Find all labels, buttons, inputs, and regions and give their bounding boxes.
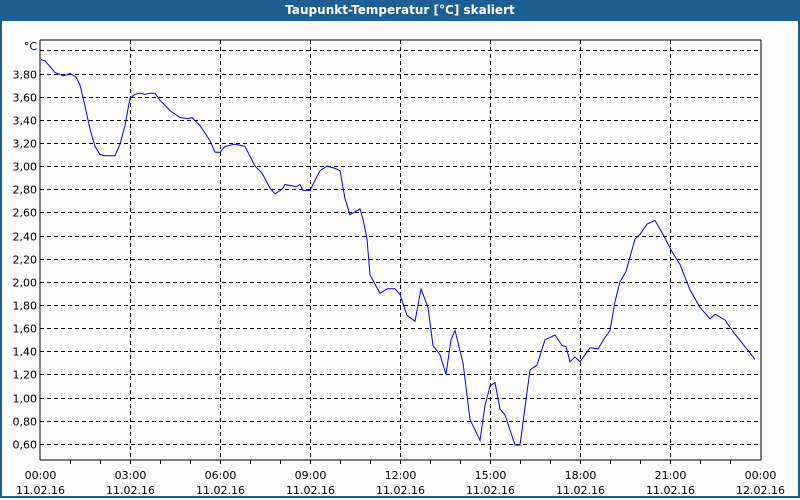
y-tick-label: 3,80 bbox=[13, 69, 38, 82]
y-tick-label: 2,60 bbox=[13, 207, 38, 220]
x-tick-time: 18:00 bbox=[565, 469, 597, 482]
y-tick-label: 2,40 bbox=[13, 231, 38, 244]
y-tick-label: 1,80 bbox=[13, 300, 38, 313]
y-tick-label: 2,20 bbox=[13, 254, 38, 267]
y-tick-label: 1,60 bbox=[13, 323, 38, 336]
y-tick-label: 3,00 bbox=[13, 161, 38, 174]
y-tick-label: 3,60 bbox=[13, 92, 38, 105]
y-tick-label: 0,60 bbox=[13, 439, 38, 452]
y-tick-label: 2,00 bbox=[13, 277, 38, 290]
x-tick-time: 06:00 bbox=[205, 469, 237, 482]
x-tick-date: 11.02.16 bbox=[556, 484, 605, 497]
x-tick-time: 21:00 bbox=[655, 469, 687, 482]
x-tick-date: 11.02.16 bbox=[466, 484, 515, 497]
y-tick-label: 2,80 bbox=[13, 184, 38, 197]
x-tick-date: 11.02.16 bbox=[646, 484, 695, 497]
y-axis-labels: 3,80 3,60 3,40 3,20 3,00 2,80 2,60 2,40 2,20 2,00… bbox=[13, 69, 38, 452]
x-tick-time: 09:00 bbox=[295, 469, 327, 482]
y-tick-label: 1,20 bbox=[13, 369, 38, 382]
y-axis-unit: °C bbox=[24, 40, 38, 53]
x-tick-date: 11.02.16 bbox=[106, 484, 155, 497]
x-tick-time: 03:00 bbox=[115, 469, 147, 482]
x-tick-date: 12.02.16 bbox=[736, 484, 785, 497]
y-tick-label: 1,00 bbox=[13, 393, 38, 406]
series-line bbox=[40, 59, 756, 446]
x-tick-time: 15:00 bbox=[475, 469, 507, 482]
x-tick-time: 12:00 bbox=[385, 469, 417, 482]
x-axis-labels: 00:00 11.02.16 03:00 11.02.16 06:00 11.02.16 0… bbox=[16, 469, 785, 497]
grid bbox=[40, 40, 761, 464]
y-tick-label: 0,80 bbox=[13, 416, 38, 429]
x-tick-date: 11.02.16 bbox=[16, 484, 65, 497]
window-title: Taupunkt-Temperatur [°C] skaliert bbox=[0, 0, 800, 21]
x-tick-date: 11.02.16 bbox=[376, 484, 425, 497]
x-tick-date: 11.02.16 bbox=[286, 484, 335, 497]
x-tick-time: 00:00 bbox=[25, 469, 57, 482]
x-tick-date: 11.02.16 bbox=[196, 484, 245, 497]
x-tick-time: 00:00 bbox=[745, 469, 777, 482]
y-tick-label: 1,40 bbox=[13, 346, 38, 359]
y-tick-label: 3,20 bbox=[13, 138, 38, 151]
y-tick-label: 3,40 bbox=[13, 115, 38, 128]
